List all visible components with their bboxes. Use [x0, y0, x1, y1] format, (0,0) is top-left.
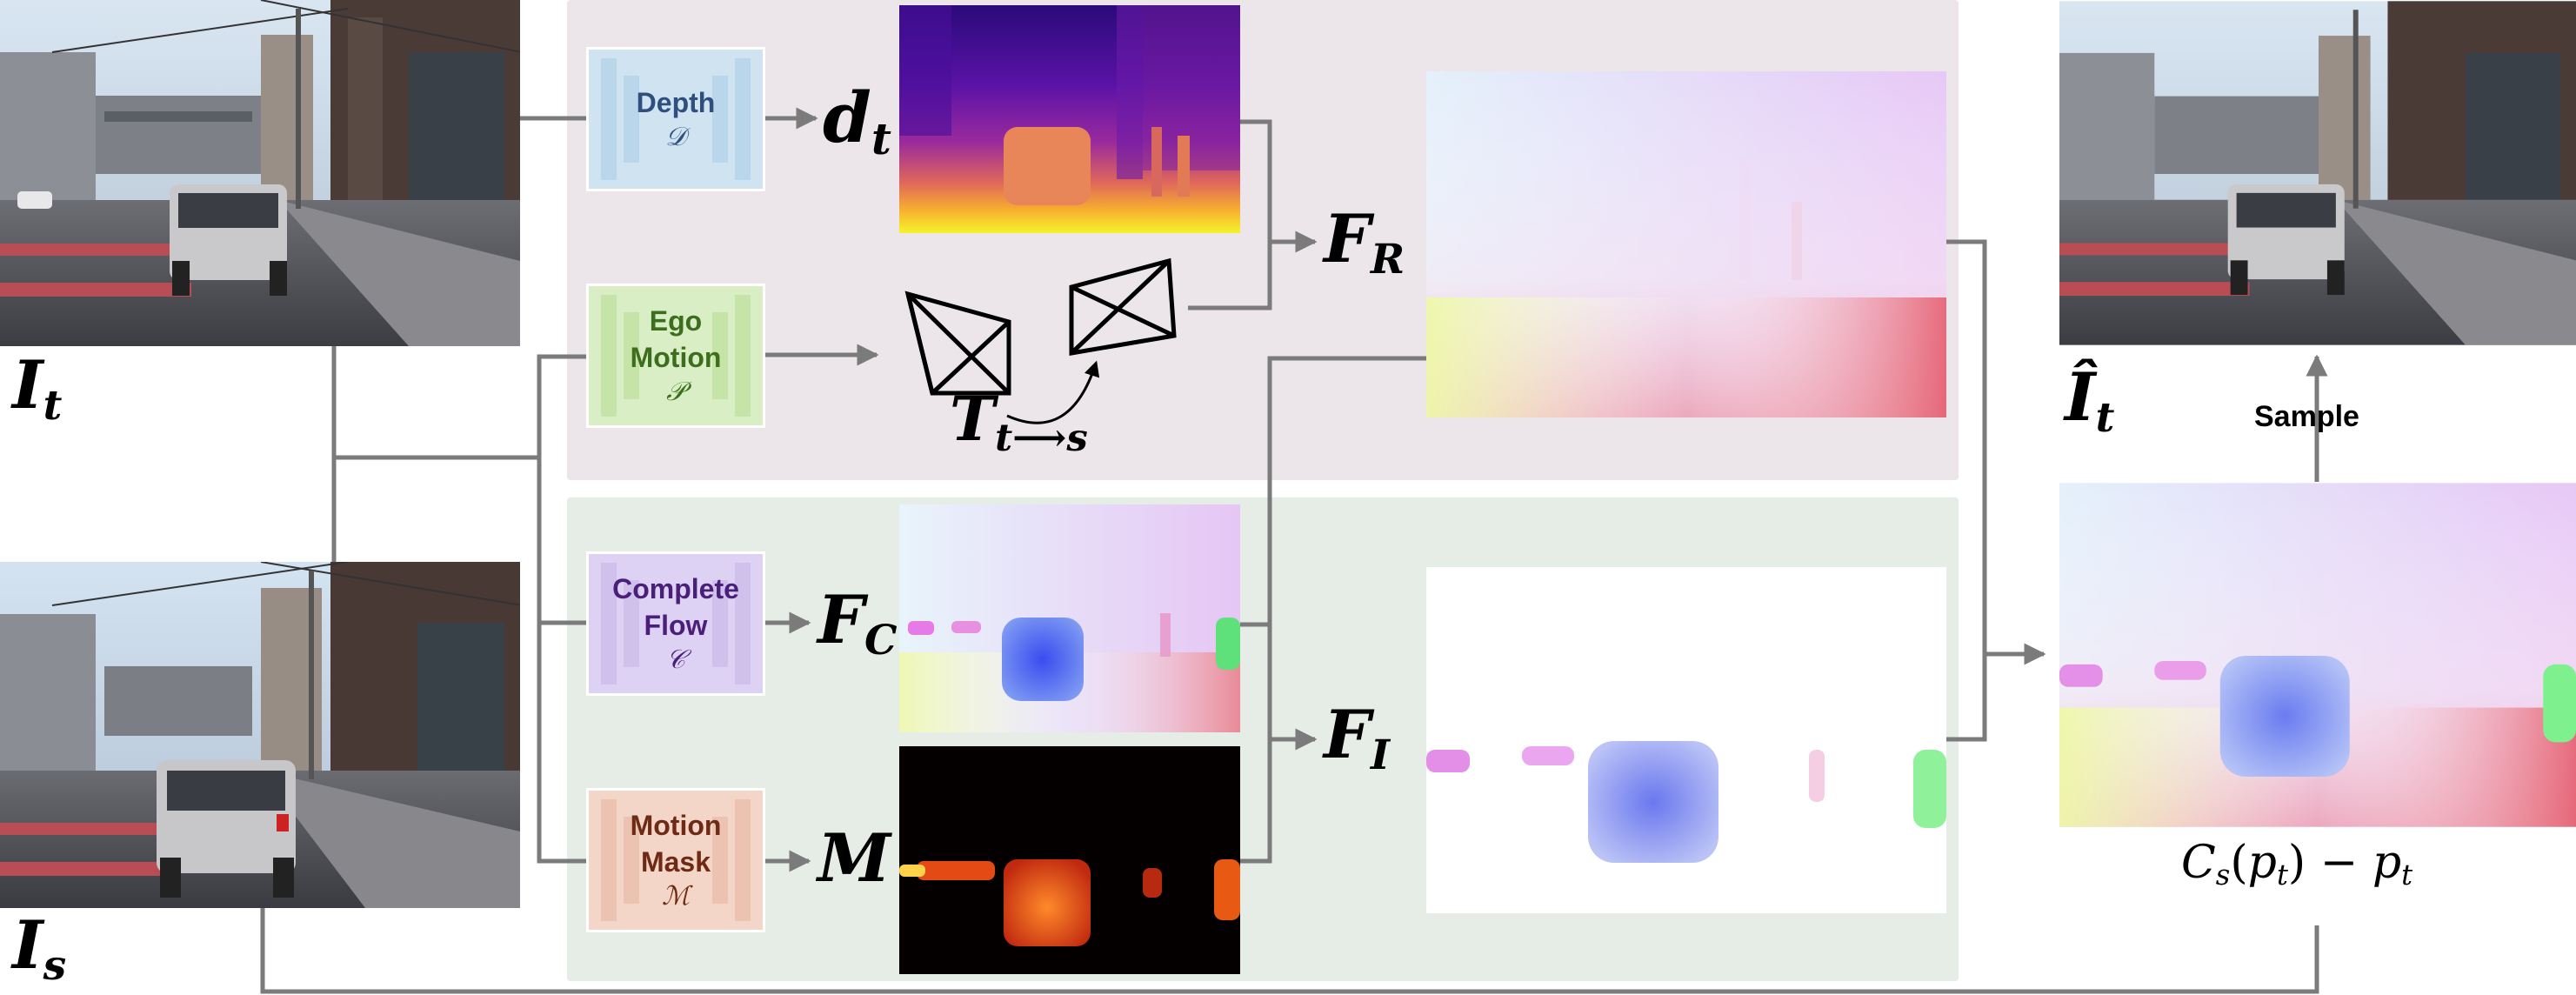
label-fi: FI: [1324, 696, 1391, 780]
complete-flow-image: [899, 504, 1240, 732]
label-fr: FR: [1324, 200, 1405, 284]
camera-frustums: [904, 257, 1177, 424]
label-it: It: [12, 346, 63, 431]
label-pose: Tt⟶s: [950, 383, 1088, 461]
motion-mask-symbol: ℳ: [661, 881, 691, 912]
connector-it-trunk: [331, 346, 539, 460]
ego-motion-network-box: Ego Motion 𝒫: [586, 284, 765, 428]
street-scene-hat: [2059, 1, 2576, 345]
ego-motion-symbol: 𝒫: [666, 377, 685, 407]
depth-map: [899, 5, 1240, 233]
ego-motion-network-bars: [601, 295, 751, 417]
label-mask: M: [818, 819, 891, 897]
depth-symbol: 𝒟: [665, 122, 686, 152]
connector-to-completeflow: [537, 457, 586, 625]
connector-bottom-return: [260, 908, 2319, 994]
label-it-hat: Ît: [2065, 358, 2115, 443]
motion-mask-image: [899, 746, 1240, 974]
connector-to-egomotion: [537, 354, 586, 457]
depth-map-image: [899, 5, 1240, 233]
label-fc: FC: [818, 581, 898, 665]
rigid-flow-map: [1426, 71, 1946, 417]
rigid-flow-image: [1426, 71, 1946, 417]
final-flow-image: [2059, 482, 2576, 828]
sample-label: Sample: [2254, 400, 2359, 433]
label-dt: dt: [823, 77, 891, 164]
motion-mask-label: Motion Mask: [630, 810, 722, 878]
complete-flow-network-box: Complete Flow 𝒞: [586, 551, 765, 696]
independent-flow-image: [1426, 567, 1946, 913]
connector-to-motionmask: [537, 623, 586, 864]
independent-flow-map: [1426, 567, 1946, 913]
connector-mask-join: [1240, 624, 1272, 864]
depth-network-bars: [601, 58, 751, 180]
flow-formula: Cs(pt) − pt: [2181, 837, 2413, 892]
motion-mask-network-bars: [601, 799, 751, 921]
depth-network-box: Depth 𝒟: [586, 47, 765, 191]
target-frame-image: [0, 0, 520, 346]
depth-label: Depth: [636, 87, 716, 118]
reconstructed-frame-image: [2059, 0, 2576, 346]
street-scene-s: [0, 562, 520, 908]
complete-flow-symbol: 𝒞: [666, 644, 685, 675]
complete-flow-map: [899, 504, 1240, 732]
label-is: Is: [12, 906, 67, 991]
motion-mask-map: [899, 746, 1240, 974]
motion-mask-network-box: Motion Mask ℳ: [586, 788, 765, 932]
final-flow-map: [2059, 483, 2576, 827]
source-frame-image: [0, 562, 520, 908]
connector-depth-pose: [1188, 119, 1272, 311]
ego-motion-label: Ego Motion: [630, 305, 722, 373]
connector-to-final: [1946, 239, 1987, 742]
connector-fr-down: [1240, 356, 1426, 627]
street-scene-t: [0, 0, 520, 346]
complete-flow-label: Complete Flow: [612, 573, 739, 641]
complete-flow-network-bars: [601, 563, 751, 684]
